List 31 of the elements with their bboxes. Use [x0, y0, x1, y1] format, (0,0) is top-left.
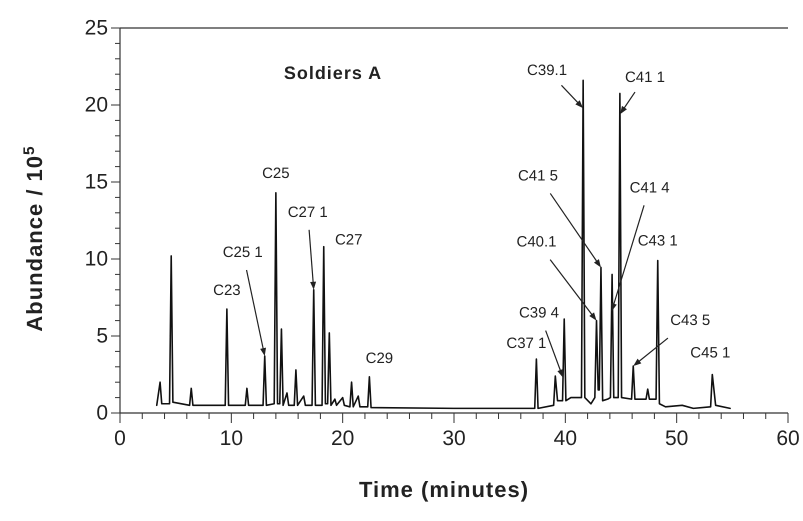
x-tick-label: 60: [776, 426, 800, 450]
x-tick-label: 50: [664, 426, 688, 450]
annotation: C27 1: [288, 204, 328, 221]
x-axis-title: Time (minutes): [358, 477, 530, 502]
annotation: C43 1: [638, 232, 678, 250]
y-tick-label: 10: [84, 248, 108, 271]
annotation: C23: [213, 282, 241, 300]
y-tick-label: 15: [84, 170, 108, 194]
annotation: C39 4: [518, 304, 560, 322]
annotation: C27: [334, 232, 363, 249]
annotation: C41 5: [518, 167, 558, 184]
x-tick-label: 20: [330, 426, 354, 450]
x-tick-label: 30: [442, 426, 466, 450]
annotation: C45 1: [690, 344, 730, 362]
annotation: C41 1: [624, 69, 666, 86]
y-tick-label: 25: [84, 16, 108, 40]
annotation: C29: [366, 350, 394, 367]
annotation: C41 4: [630, 179, 670, 196]
annotation: C37 1: [506, 335, 546, 352]
annotation: C39.1: [527, 62, 568, 80]
x-tick-label: 40: [554, 426, 578, 450]
annotation: C40.1: [516, 234, 557, 251]
y-tick-label: 5: [96, 324, 108, 348]
x-tick-label: 10: [220, 426, 244, 450]
x-tick-label: 0: [114, 426, 126, 450]
y-tick-label: 0: [96, 402, 108, 425]
annotation: C25 1: [222, 244, 263, 262]
y-tick-label: 20: [84, 94, 108, 117]
annotation: C25: [262, 164, 290, 182]
text: Soldiers A: [284, 63, 382, 83]
annotation: C43 5: [670, 312, 710, 330]
